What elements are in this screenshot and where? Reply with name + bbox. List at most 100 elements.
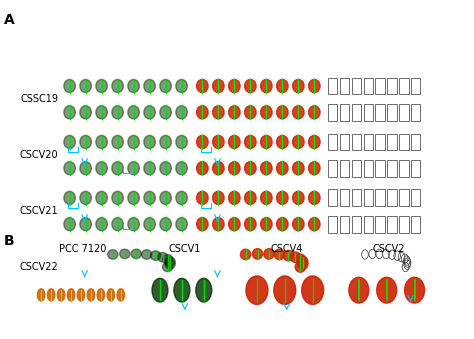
Ellipse shape (128, 106, 139, 119)
Ellipse shape (349, 277, 369, 303)
Text: CSSC19: CSSC19 (20, 94, 59, 104)
Ellipse shape (96, 79, 108, 93)
Ellipse shape (309, 162, 320, 175)
Ellipse shape (309, 191, 320, 204)
Bar (328, 190, 337, 206)
Bar (364, 190, 373, 206)
Ellipse shape (160, 162, 172, 175)
Bar (328, 78, 337, 95)
Ellipse shape (64, 162, 75, 175)
Ellipse shape (128, 191, 139, 204)
Bar (411, 190, 420, 206)
Text: CSCV4: CSCV4 (271, 244, 303, 254)
Bar (328, 160, 337, 177)
Ellipse shape (144, 135, 155, 148)
Ellipse shape (309, 218, 320, 231)
Bar (364, 104, 373, 121)
Ellipse shape (405, 277, 425, 303)
Ellipse shape (112, 162, 123, 175)
Bar (364, 78, 373, 95)
Ellipse shape (80, 218, 91, 231)
Bar (411, 104, 420, 121)
Ellipse shape (261, 218, 272, 231)
Ellipse shape (144, 162, 155, 175)
Bar (387, 190, 397, 206)
Ellipse shape (261, 162, 272, 175)
Bar (411, 216, 420, 233)
Ellipse shape (228, 162, 240, 175)
Ellipse shape (152, 278, 168, 302)
Bar (340, 216, 349, 233)
Ellipse shape (274, 276, 296, 304)
Bar (352, 216, 361, 233)
Ellipse shape (245, 162, 256, 175)
Ellipse shape (292, 218, 304, 231)
Ellipse shape (80, 162, 91, 175)
Bar (375, 160, 385, 177)
Ellipse shape (128, 135, 139, 148)
Ellipse shape (96, 218, 108, 231)
Ellipse shape (144, 191, 155, 204)
Ellipse shape (246, 276, 268, 304)
Ellipse shape (150, 251, 161, 260)
Ellipse shape (165, 257, 175, 266)
Bar (352, 104, 361, 121)
Ellipse shape (292, 162, 304, 175)
Ellipse shape (261, 106, 272, 119)
Bar (340, 104, 349, 121)
Ellipse shape (245, 218, 256, 231)
Ellipse shape (142, 250, 152, 259)
Text: CSCV20: CSCV20 (20, 150, 59, 160)
Ellipse shape (128, 218, 139, 231)
Ellipse shape (96, 135, 108, 148)
Ellipse shape (64, 106, 75, 119)
Ellipse shape (112, 79, 123, 93)
Ellipse shape (212, 135, 224, 148)
Ellipse shape (197, 79, 208, 93)
Ellipse shape (276, 79, 288, 93)
Ellipse shape (176, 79, 187, 93)
Ellipse shape (64, 135, 75, 148)
Ellipse shape (117, 289, 125, 301)
Ellipse shape (174, 278, 190, 302)
Ellipse shape (276, 162, 288, 175)
Ellipse shape (276, 106, 288, 119)
Text: PCC 7120: PCC 7120 (59, 244, 107, 254)
Ellipse shape (295, 254, 305, 264)
Ellipse shape (290, 252, 301, 262)
Ellipse shape (37, 289, 45, 301)
Ellipse shape (197, 162, 208, 175)
Bar (387, 160, 397, 177)
Ellipse shape (245, 106, 256, 119)
Ellipse shape (47, 289, 55, 301)
Bar (340, 160, 349, 177)
Ellipse shape (377, 277, 397, 303)
Ellipse shape (228, 135, 240, 148)
Ellipse shape (64, 191, 75, 204)
Bar (340, 78, 349, 95)
Ellipse shape (261, 191, 272, 204)
Ellipse shape (197, 218, 208, 231)
Ellipse shape (292, 106, 304, 119)
Bar (375, 216, 385, 233)
Bar (399, 104, 409, 121)
Ellipse shape (276, 191, 288, 204)
Ellipse shape (160, 79, 172, 93)
Bar (328, 134, 337, 151)
Ellipse shape (97, 289, 105, 301)
Ellipse shape (309, 106, 320, 119)
Ellipse shape (292, 135, 304, 148)
Ellipse shape (298, 256, 308, 267)
Bar (411, 134, 420, 151)
Bar (328, 216, 337, 233)
Ellipse shape (96, 162, 108, 175)
Ellipse shape (112, 106, 123, 119)
Ellipse shape (176, 191, 187, 204)
Text: CSCV22: CSCV22 (20, 262, 59, 272)
Ellipse shape (80, 106, 91, 119)
Ellipse shape (176, 106, 187, 119)
Bar (387, 104, 397, 121)
Ellipse shape (212, 162, 224, 175)
Ellipse shape (67, 289, 75, 301)
Ellipse shape (144, 218, 155, 231)
